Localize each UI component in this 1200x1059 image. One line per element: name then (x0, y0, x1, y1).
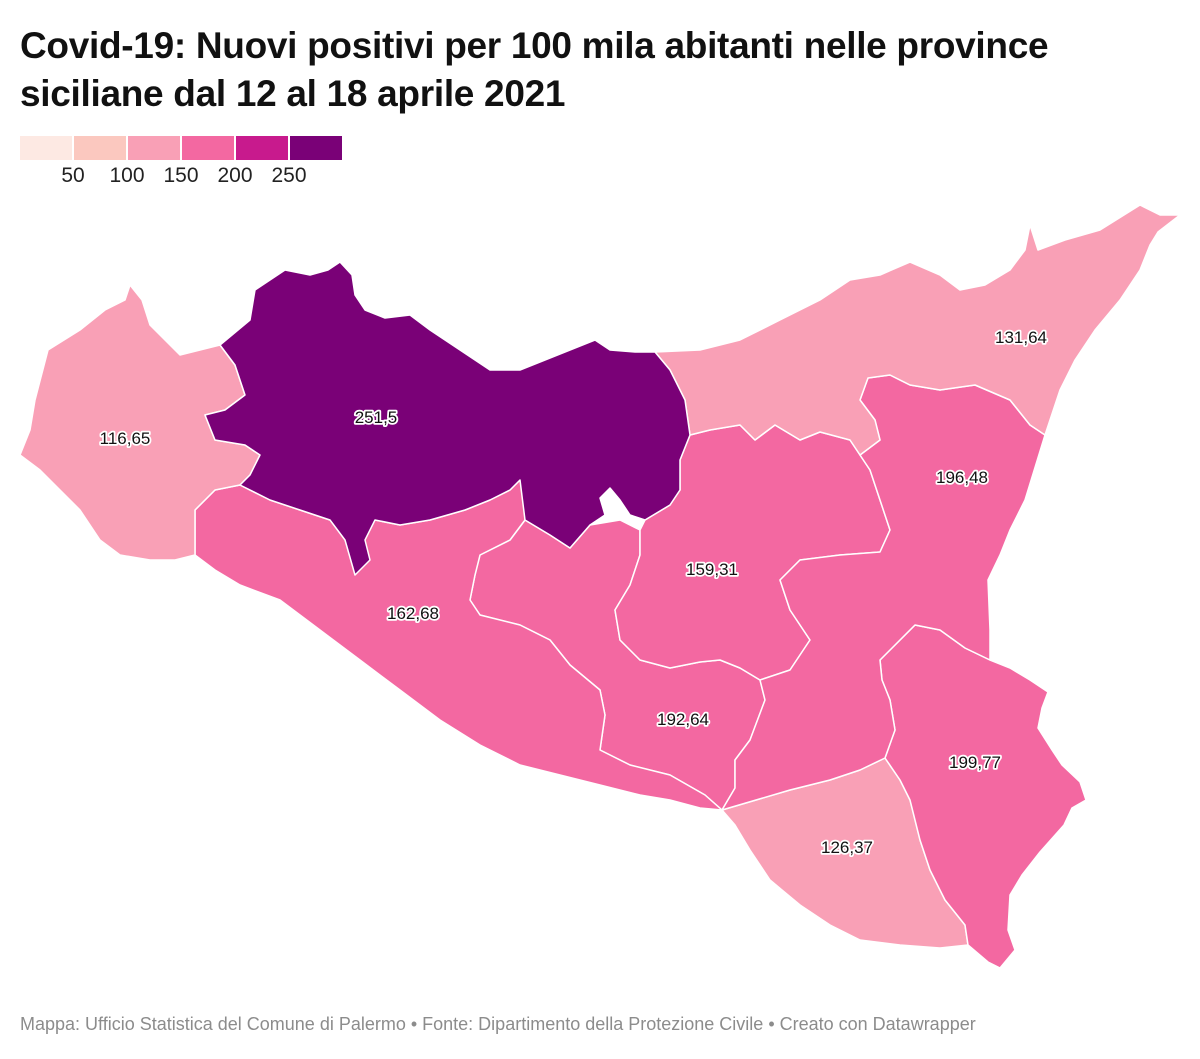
legend-swatch (20, 136, 72, 160)
province-palermo[interactable] (204, 261, 691, 576)
source-note: Mappa: Ufficio Statistica del Comune di … (20, 1014, 976, 1034)
value-label-messina: 131,64 (995, 328, 1047, 347)
legend-label: 100 (109, 164, 145, 187)
legend-label: 50 (61, 164, 85, 187)
province-catania[interactable] (721, 374, 1046, 811)
legend-swatch (128, 136, 180, 160)
value-label-palermo: 251,5 (355, 408, 398, 427)
map-title: Covid-19: Nuovi positivi per 100 mila ab… (20, 25, 1049, 114)
legend-swatch (74, 136, 126, 160)
value-label-caltanissetta: 192,64 (657, 710, 709, 729)
value-label-ragusa: 126,37 (821, 838, 873, 857)
value-label-enna: 159,31 (686, 560, 738, 579)
province-messina[interactable] (654, 204, 1181, 456)
value-label-catania: 196,48 (936, 468, 988, 487)
value-label-trapani: 116,65 (100, 429, 151, 448)
color-legend: 50 100 150 200 250 (20, 136, 360, 188)
legend-label: 150 (163, 164, 199, 187)
value-label-siracusa: 199,77 (949, 753, 1001, 772)
legend-swatch (236, 136, 288, 160)
legend-label: 250 (271, 164, 307, 187)
sicily-map: 116,65 251,5 131,64 162,68 192,64 159,31… (19, 204, 1181, 969)
legend-swatch (290, 136, 342, 160)
legend-swatches (20, 136, 342, 160)
value-label-agrigento: 162,68 (387, 604, 439, 623)
legend-labels: 50 100 150 200 250 (20, 164, 360, 188)
legend-label: 200 (217, 164, 253, 187)
legend-swatch (182, 136, 234, 160)
province-siracusa[interactable] (879, 624, 1087, 969)
